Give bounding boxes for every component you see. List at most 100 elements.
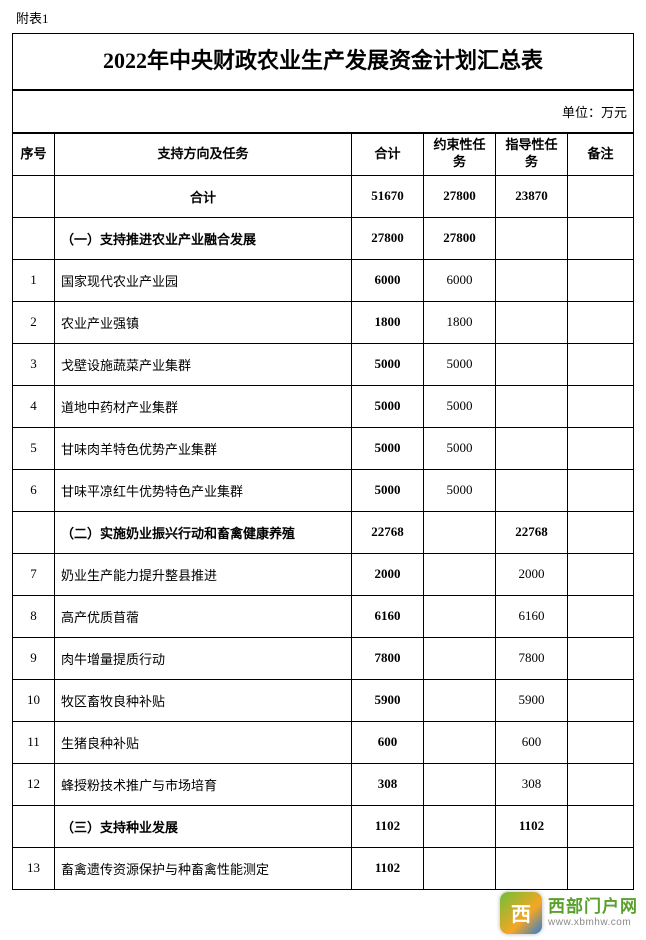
table-row: 3戈壁设施蔬菜产业集群50005000 bbox=[13, 343, 634, 385]
cell-note bbox=[568, 343, 634, 385]
cell-guiding bbox=[496, 847, 568, 889]
cell-task: 合计 bbox=[55, 175, 352, 217]
cell-binding: 27800 bbox=[424, 175, 496, 217]
col-guide: 指导性任务 bbox=[496, 133, 568, 175]
cell-guiding: 5900 bbox=[496, 679, 568, 721]
cell-total: 5000 bbox=[352, 385, 424, 427]
cell-note bbox=[568, 805, 634, 847]
cell-note bbox=[568, 679, 634, 721]
table-row: （一）支持推进农业产业融合发展2780027800 bbox=[13, 217, 634, 259]
unit-table: 单位：万元 bbox=[12, 90, 634, 133]
table-row: 10牧区畜牧良种补贴59005900 bbox=[13, 679, 634, 721]
cell-idx: 6 bbox=[13, 469, 55, 511]
cell-idx: 5 bbox=[13, 427, 55, 469]
unit-cell: 单位：万元 bbox=[13, 90, 634, 132]
cell-idx: 3 bbox=[13, 343, 55, 385]
cell-binding: 1800 bbox=[424, 301, 496, 343]
cell-binding: 5000 bbox=[424, 469, 496, 511]
cell-binding: 5000 bbox=[424, 385, 496, 427]
cell-note bbox=[568, 469, 634, 511]
cell-total: 5000 bbox=[352, 343, 424, 385]
cell-note bbox=[568, 637, 634, 679]
cell-idx: 13 bbox=[13, 847, 55, 889]
cell-idx bbox=[13, 805, 55, 847]
cell-idx: 11 bbox=[13, 721, 55, 763]
cell-binding bbox=[424, 679, 496, 721]
cell-total: 2000 bbox=[352, 553, 424, 595]
cell-total: 1102 bbox=[352, 847, 424, 889]
page-title: 2022年中央财政农业生产发展资金计划汇总表 bbox=[12, 33, 634, 90]
cell-task: 戈壁设施蔬菜产业集群 bbox=[55, 343, 352, 385]
cell-task: 畜禽遗传资源保护与种畜禽性能测定 bbox=[55, 847, 352, 889]
cell-binding bbox=[424, 595, 496, 637]
cell-binding bbox=[424, 721, 496, 763]
cell-task: 牧区畜牧良种补贴 bbox=[55, 679, 352, 721]
cell-total: 308 bbox=[352, 763, 424, 805]
cell-task: 国家现代农业产业园 bbox=[55, 259, 352, 301]
cell-note bbox=[568, 427, 634, 469]
cell-task: 肉牛增量提质行动 bbox=[55, 637, 352, 679]
cell-note bbox=[568, 385, 634, 427]
cell-task: 道地中药材产业集群 bbox=[55, 385, 352, 427]
cell-guiding bbox=[496, 343, 568, 385]
cell-task: 奶业生产能力提升整县推进 bbox=[55, 553, 352, 595]
table-row: 4道地中药材产业集群50005000 bbox=[13, 385, 634, 427]
cell-total: 27800 bbox=[352, 217, 424, 259]
cell-binding bbox=[424, 637, 496, 679]
table-row: 11生猪良种补贴600600 bbox=[13, 721, 634, 763]
cell-guiding: 600 bbox=[496, 721, 568, 763]
watermark-badge-icon: 西 bbox=[500, 892, 542, 934]
watermark-text: 西部门户网 www.xbmhw.com bbox=[548, 897, 638, 928]
cell-idx: 8 bbox=[13, 595, 55, 637]
cell-guiding: 22768 bbox=[496, 511, 568, 553]
col-bind: 约束性任务 bbox=[424, 133, 496, 175]
cell-binding bbox=[424, 553, 496, 595]
table-row: 6甘味平凉红牛优势特色产业集群50005000 bbox=[13, 469, 634, 511]
cell-total: 51670 bbox=[352, 175, 424, 217]
cell-idx bbox=[13, 511, 55, 553]
cell-guiding: 6160 bbox=[496, 595, 568, 637]
table-row: 1国家现代农业产业园60006000 bbox=[13, 259, 634, 301]
cell-idx: 4 bbox=[13, 385, 55, 427]
table-header-row: 序号 支持方向及任务 合计 约束性任务 指导性任务 备注 bbox=[13, 133, 634, 175]
watermark-cn: 西部门户网 bbox=[548, 897, 638, 917]
table-total-row: 合计 51670 27800 23870 bbox=[13, 175, 634, 217]
cell-total: 5000 bbox=[352, 469, 424, 511]
cell-task: 农业产业强镇 bbox=[55, 301, 352, 343]
cell-note bbox=[568, 259, 634, 301]
cell-idx: 2 bbox=[13, 301, 55, 343]
cell-total: 6000 bbox=[352, 259, 424, 301]
cell-total: 7800 bbox=[352, 637, 424, 679]
cell-guiding: 2000 bbox=[496, 553, 568, 595]
cell-note bbox=[568, 301, 634, 343]
cell-note bbox=[568, 847, 634, 889]
cell-task: 甘味肉羊特色优势产业集群 bbox=[55, 427, 352, 469]
cell-task: 蜂授粉技术推广与市场培育 bbox=[55, 763, 352, 805]
watermark-en: www.xbmhw.com bbox=[548, 917, 638, 929]
cell-guiding bbox=[496, 217, 568, 259]
cell-idx: 9 bbox=[13, 637, 55, 679]
cell-task: （一）支持推进农业产业融合发展 bbox=[55, 217, 352, 259]
cell-binding bbox=[424, 847, 496, 889]
cell-binding: 5000 bbox=[424, 427, 496, 469]
table-row: （二）实施奶业振兴行动和畜禽健康养殖2276822768 bbox=[13, 511, 634, 553]
cell-note bbox=[568, 595, 634, 637]
cell-binding: 6000 bbox=[424, 259, 496, 301]
cell-total: 5900 bbox=[352, 679, 424, 721]
cell-total: 1102 bbox=[352, 805, 424, 847]
col-task: 支持方向及任务 bbox=[55, 133, 352, 175]
watermark: 西 西部门户网 www.xbmhw.com bbox=[500, 892, 638, 934]
cell-idx bbox=[13, 175, 55, 217]
cell-binding bbox=[424, 511, 496, 553]
cell-note bbox=[568, 511, 634, 553]
cell-task: （三）支持种业发展 bbox=[55, 805, 352, 847]
cell-note bbox=[568, 175, 634, 217]
cell-binding bbox=[424, 763, 496, 805]
cell-task: 高产优质苜蓿 bbox=[55, 595, 352, 637]
table-row: 7奶业生产能力提升整县推进20002000 bbox=[13, 553, 634, 595]
cell-guiding bbox=[496, 301, 568, 343]
table-row: 5甘味肉羊特色优势产业集群50005000 bbox=[13, 427, 634, 469]
col-total: 合计 bbox=[352, 133, 424, 175]
cell-idx: 7 bbox=[13, 553, 55, 595]
cell-total: 22768 bbox=[352, 511, 424, 553]
